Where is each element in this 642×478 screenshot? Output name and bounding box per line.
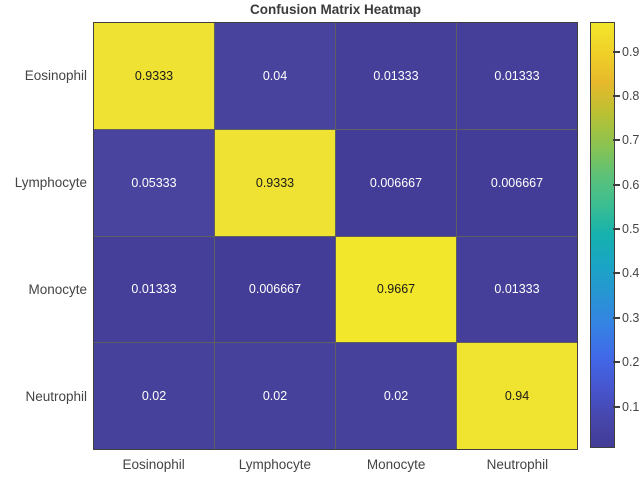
heatmap-cell: 0.9667 xyxy=(336,236,456,343)
y-axis-labels: Eosinophil Lymphocyte Monocyte Neutrophil xyxy=(0,22,87,450)
colorbar-tick-label: 0.6 xyxy=(622,177,640,192)
x-tick-label: Monocyte xyxy=(366,456,426,472)
colorbar-tick-mark xyxy=(613,139,620,142)
heatmap-cell: 0.01333 xyxy=(94,236,214,343)
colorbar-tick-label: 0.5 xyxy=(622,222,640,237)
x-tick-label: Eosinophil xyxy=(122,456,185,472)
heatmap-cell: 0.02 xyxy=(94,343,214,449)
colorbar-tick-mark xyxy=(613,50,620,53)
colorbar xyxy=(590,22,615,448)
heatmap-cell: 0.02 xyxy=(215,343,335,449)
colorbar-tick-mark xyxy=(613,316,620,319)
colorbar-tick-mark xyxy=(613,272,620,275)
heatmap-cell: 0.006667 xyxy=(336,129,456,236)
x-axis-labels: Eosinophil Lymphocyte Monocyte Neutrophil xyxy=(93,454,578,474)
heatmap-cell: 0.006667 xyxy=(215,236,335,343)
colorbar-tick-label: 0.4 xyxy=(622,266,640,281)
heatmap-cell: 0.006667 xyxy=(457,129,577,236)
colorbar-tick-label: 0.8 xyxy=(622,88,640,103)
colorbar-tick-label: 0.3 xyxy=(622,310,640,325)
y-tick-label: Lymphocyte xyxy=(14,175,87,190)
heatmap-grid: 0.9333 0.04 0.01333 0.01333 0.05333 0.9333 0.0… xyxy=(93,22,578,450)
heatmap-cell: 0.02 xyxy=(336,343,456,449)
heatmap-cell: 0.94 xyxy=(457,343,577,449)
y-tick-label: Eosinophil xyxy=(24,68,87,83)
colorbar-tick-label: 0.7 xyxy=(622,133,640,148)
colorbar-tick-mark xyxy=(613,361,620,364)
heatmap-cell: 0.01333 xyxy=(457,236,577,343)
y-tick-label: Monocyte xyxy=(28,282,87,297)
x-tick-label: Neutrophil xyxy=(486,456,549,472)
y-tick-label: Neutrophil xyxy=(25,389,87,404)
colorbar-tick-mark xyxy=(613,94,620,97)
colorbar-tick-mark xyxy=(613,405,620,408)
chart-title: Confusion Matrix Heatmap xyxy=(249,2,422,17)
heatmap-cell: 0.01333 xyxy=(457,23,577,129)
colorbar-tick-mark xyxy=(613,183,620,186)
colorbar-tick-label: 0.9 xyxy=(622,44,640,59)
colorbar-tick-label: 0.2 xyxy=(622,355,640,370)
heatmap-cell: 0.9333 xyxy=(215,129,335,236)
x-tick-label: Lymphocyte xyxy=(238,456,312,472)
heatmap-cell: 0.05333 xyxy=(94,129,214,236)
heatmap-cell: 0.01333 xyxy=(336,23,456,129)
colorbar-tick-mark xyxy=(613,228,620,231)
heatmap-cell: 0.9333 xyxy=(94,23,214,129)
colorbar-tick-label: 0.1 xyxy=(622,399,640,414)
heatmap-cell: 0.04 xyxy=(215,23,335,129)
